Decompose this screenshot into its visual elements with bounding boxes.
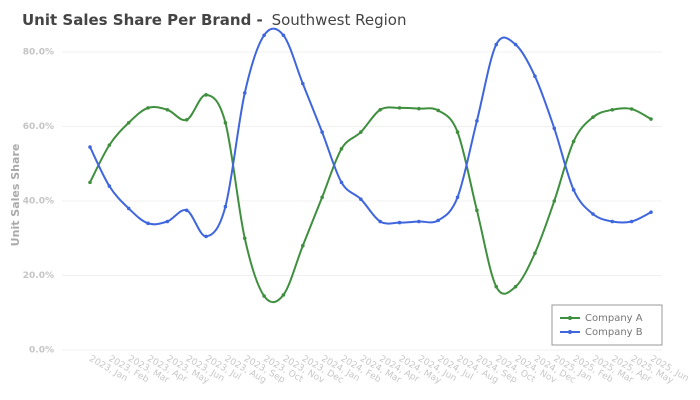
y-tick-label: 0.0%: [29, 346, 54, 356]
point: [359, 130, 363, 134]
point: [107, 184, 112, 188]
point: [455, 195, 460, 200]
point: [494, 42, 499, 47]
point: [649, 117, 653, 121]
point: [88, 145, 92, 149]
point: [436, 218, 441, 223]
point: [223, 120, 228, 125]
point: [300, 243, 305, 248]
point: [552, 199, 557, 203]
point: [223, 204, 228, 209]
legend-label: Company B: [585, 327, 643, 338]
point: [300, 81, 305, 86]
chart-title: Unit Sales Share Per Brand -: [22, 11, 263, 29]
point: [184, 117, 189, 122]
point: [378, 107, 382, 112]
point: [455, 130, 460, 134]
point: [320, 130, 324, 134]
point: [126, 120, 131, 125]
legend-dot: [568, 330, 572, 334]
point: [262, 33, 266, 38]
point: [571, 139, 576, 144]
y-tick-label: 40.0%: [23, 197, 54, 207]
point: [533, 251, 537, 255]
point: [591, 115, 595, 119]
point: [475, 119, 479, 123]
point: [533, 74, 537, 79]
y-axis-label: Unit Sales Share: [9, 144, 22, 247]
point: [242, 236, 247, 241]
point: [320, 195, 324, 200]
legend-label: Company A: [585, 313, 643, 324]
point: [359, 197, 363, 201]
point: [629, 219, 634, 224]
point: [417, 219, 421, 224]
point: [571, 188, 576, 192]
point: [552, 126, 557, 131]
point: [417, 106, 421, 111]
chart-subtitle: Southwest Region: [272, 11, 407, 29]
point: [107, 143, 112, 147]
line: [89, 93, 652, 304]
point: [397, 220, 402, 225]
point: [204, 234, 208, 239]
point: [339, 147, 344, 151]
point: [146, 221, 150, 226]
point: [262, 294, 266, 298]
point: [146, 106, 150, 110]
point: [88, 180, 92, 185]
line: [89, 27, 652, 238]
point: [610, 107, 615, 112]
point: [204, 93, 208, 97]
point: [126, 206, 131, 211]
point: [281, 33, 286, 38]
point: [378, 219, 382, 224]
y-tick-label: 20.0%: [23, 271, 54, 281]
point: [397, 106, 402, 110]
point: [591, 212, 595, 216]
point: [494, 284, 499, 289]
point: [475, 208, 479, 213]
point: [281, 293, 286, 297]
point: [165, 107, 170, 112]
point: [513, 284, 518, 289]
legend-box: [551, 304, 663, 346]
point: [610, 219, 615, 224]
y-tick-label: 60.0%: [23, 122, 54, 132]
point: [184, 208, 189, 213]
legend-dot: [568, 316, 572, 320]
point: [629, 107, 634, 111]
point: [242, 91, 247, 95]
point: [165, 219, 170, 224]
point: [649, 210, 653, 214]
point: [339, 180, 344, 185]
chart-title-line: Unit Sales Share Per Brand - Southwest R…: [22, 11, 406, 29]
point: [436, 108, 441, 113]
point: [513, 42, 518, 47]
y-tick-label: 80.0%: [23, 48, 54, 58]
